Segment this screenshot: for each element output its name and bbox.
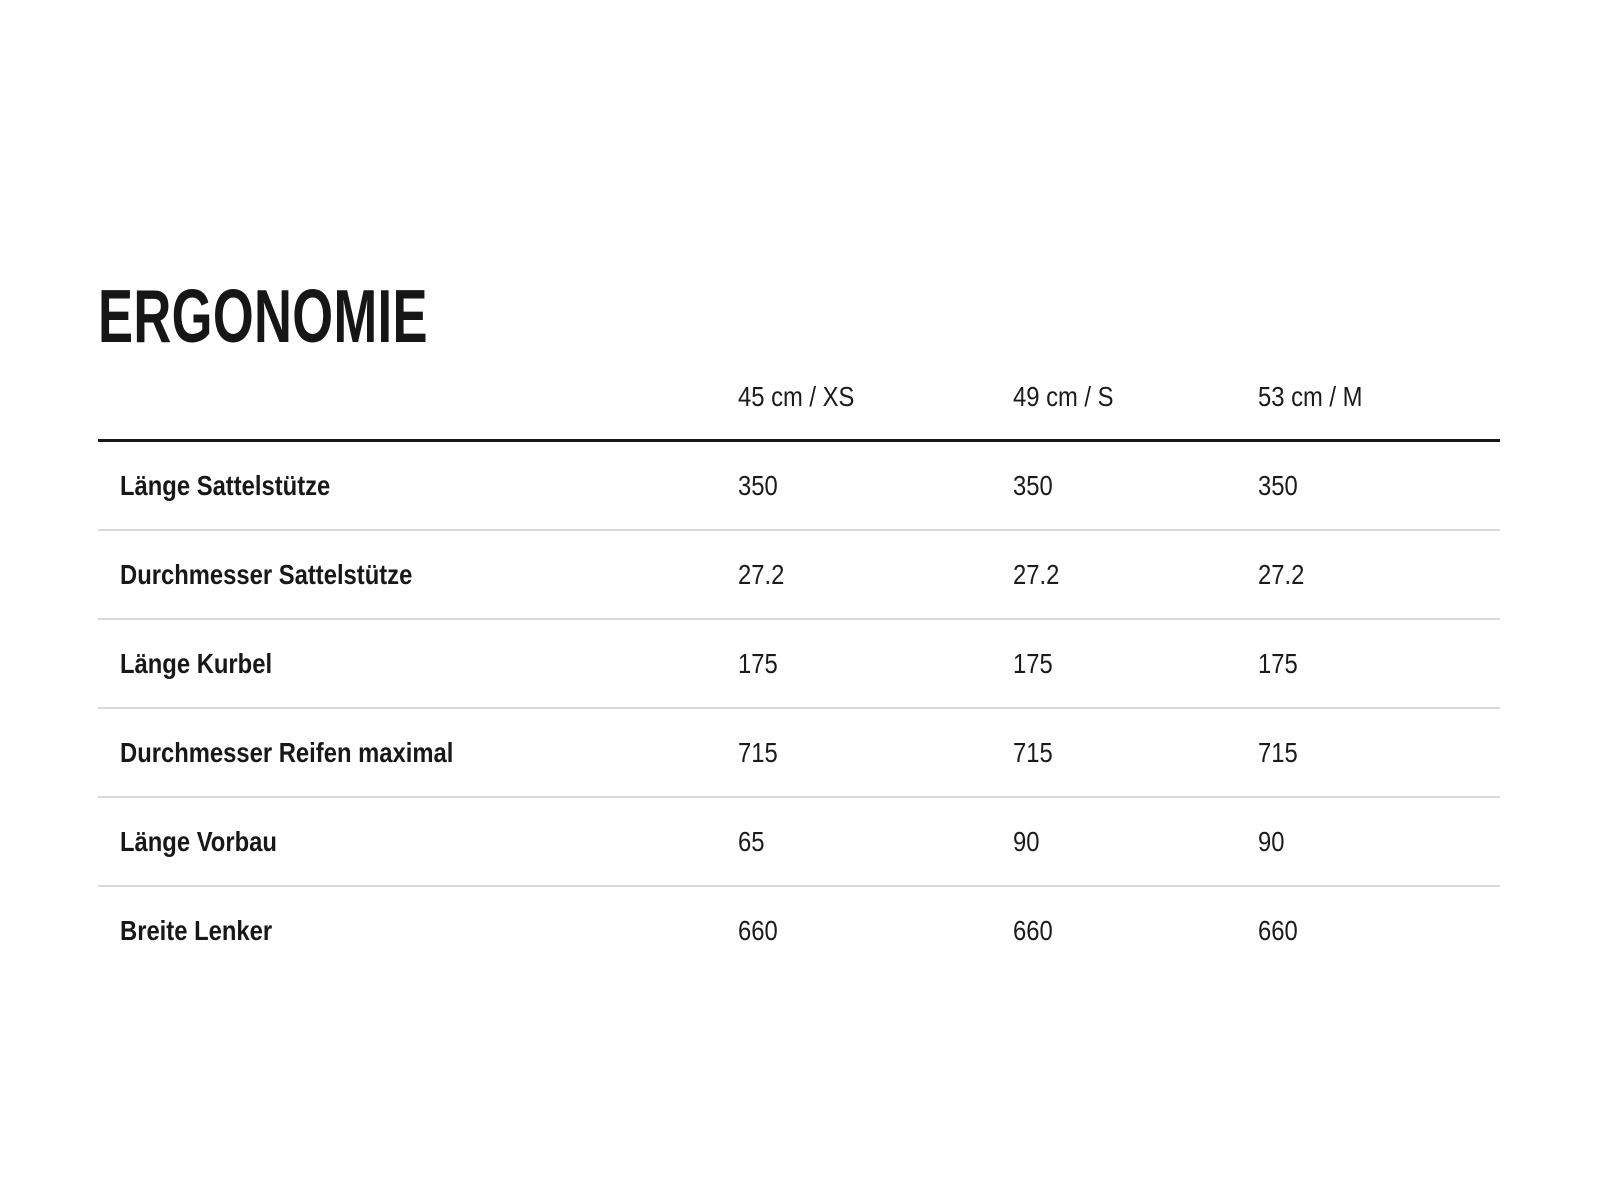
row-value: 65 — [738, 825, 765, 857]
table-row-durchmesser-reifen-maximal: Durchmesser Reifen maximal 715 715 715 — [98, 709, 1500, 798]
row-value: 350 — [1258, 469, 1298, 501]
row-value: 715 — [1013, 736, 1053, 768]
table-row-laenge-kurbel: Länge Kurbel 175 175 175 — [98, 620, 1500, 709]
row-value: 715 — [1258, 736, 1298, 768]
row-value: 90 — [1258, 825, 1285, 857]
row-value: 90 — [1013, 825, 1040, 857]
row-value: 660 — [1013, 914, 1053, 946]
table-row-laenge-vorbau: Länge Vorbau 65 90 90 — [98, 798, 1500, 887]
column-header-size-xs: 45 cm / XS — [738, 381, 855, 412]
page-title-text: ERGONOMIE — [98, 274, 428, 359]
table-row-durchmesser-sattelstuetze: Durchmesser Sattelstütze 27.2 27.2 27.2 — [98, 531, 1500, 620]
row-label: Länge Vorbau — [120, 825, 277, 857]
row-value: 350 — [738, 469, 778, 501]
column-header-size-s: 49 cm / S — [1013, 381, 1114, 412]
row-value: 660 — [738, 914, 778, 946]
row-label: Breite Lenker — [120, 914, 273, 946]
row-value: 27.2 — [1258, 558, 1305, 590]
row-value: 175 — [1013, 647, 1053, 679]
table-row-laenge-sattelstuetze: Länge Sattelstütze 350 350 350 — [98, 442, 1500, 531]
row-value: 175 — [738, 647, 778, 679]
page-title: ERGONOMIE — [98, 279, 569, 354]
row-label: Länge Kurbel — [120, 647, 273, 679]
row-value: 27.2 — [1013, 558, 1060, 590]
row-value: 715 — [738, 736, 778, 768]
row-label: Länge Sattelstütze — [120, 469, 331, 501]
row-label: Durchmesser Reifen maximal — [120, 736, 454, 768]
row-value: 27.2 — [738, 558, 785, 590]
table-row-breite-lenker: Breite Lenker 660 660 660 — [98, 887, 1500, 974]
ergonomics-spec-table: 45 cm / XS 49 cm / S 53 cm / M Länge Sat… — [98, 355, 1500, 974]
row-label: Durchmesser Sattelstütze — [120, 558, 413, 590]
table-header-row: 45 cm / XS 49 cm / S 53 cm / M — [98, 355, 1500, 442]
row-value: 175 — [1258, 647, 1298, 679]
row-value: 350 — [1013, 469, 1053, 501]
row-value: 660 — [1258, 914, 1298, 946]
column-header-size-m: 53 cm / M — [1258, 381, 1363, 412]
